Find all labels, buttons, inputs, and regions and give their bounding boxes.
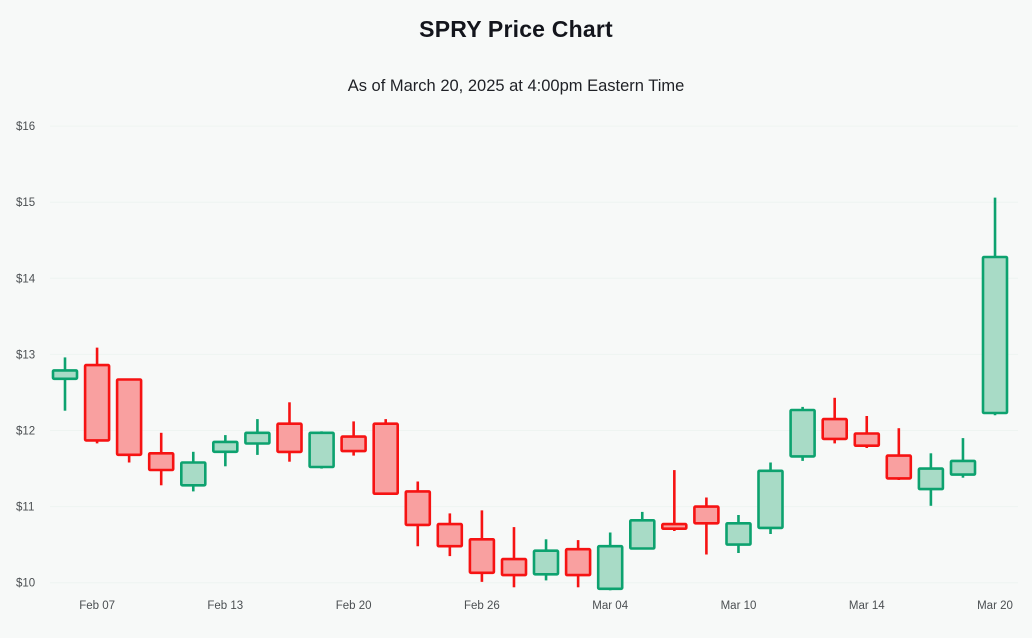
candle-mar-04 — [596, 532, 624, 591]
candle-body — [404, 490, 432, 527]
candle-feb-24 — [404, 481, 432, 547]
candle-feb-07 — [83, 347, 111, 444]
x-axis-label: Feb 07 — [79, 600, 115, 612]
y-axis-label: $15 — [16, 197, 35, 209]
candle-body — [468, 537, 496, 575]
page-title: SPRY Price Chart — [419, 16, 613, 42]
candle-feb-26 — [468, 510, 496, 582]
candle-mar-05 — [628, 511, 656, 550]
x-axis-label: Mar 14 — [849, 600, 885, 612]
y-axis-label: $11 — [16, 502, 34, 514]
candle-mar-18 — [917, 453, 945, 506]
candle-body — [693, 505, 720, 525]
candle-body — [853, 432, 881, 447]
candle-feb-12 — [180, 451, 207, 492]
candle-feb-27 — [500, 527, 528, 588]
candle-mar-20 — [981, 197, 1009, 416]
candle-body — [532, 549, 560, 576]
x-axis-label: Feb 26 — [464, 600, 500, 612]
candle-mar-07 — [693, 497, 720, 555]
y-axis-label: $14 — [16, 273, 36, 285]
candle-body — [244, 431, 271, 445]
candle-body — [660, 522, 688, 530]
candle-body — [212, 440, 239, 454]
candle-feb-14 — [244, 419, 271, 455]
candle-feb-11 — [147, 432, 175, 486]
candle-body — [51, 369, 79, 381]
x-axis-label: Mar 10 — [721, 600, 757, 612]
candle-body — [115, 378, 143, 457]
candle-body — [500, 557, 528, 577]
candle-mar-06 — [660, 470, 688, 531]
x-axis-label: Mar 20 — [977, 600, 1013, 612]
candle-feb-13 — [212, 435, 239, 467]
candle-mar-11 — [757, 462, 784, 534]
y-axis-label: $13 — [16, 349, 35, 361]
candle-body — [340, 435, 367, 453]
candle-feb-28 — [532, 539, 560, 581]
candle-body — [725, 521, 752, 546]
candle-body — [308, 431, 335, 469]
candle-feb-20 — [340, 421, 367, 456]
candle-feb-10 — [115, 378, 143, 463]
page-subtitle: As of March 20, 2025 at 4:00pm Eastern T… — [347, 77, 685, 95]
candle-body — [917, 467, 945, 491]
candle-body — [821, 417, 849, 441]
candle-body — [372, 422, 400, 496]
candle-mar-14 — [853, 416, 881, 448]
candle-feb-25 — [436, 513, 464, 557]
candle-mar-17 — [885, 428, 913, 480]
candle-body — [949, 459, 977, 476]
candle-body — [436, 522, 464, 548]
candle-feb-18 — [276, 402, 303, 462]
candle-feb-21 — [372, 419, 400, 496]
y-axis-label: $10 — [16, 578, 35, 590]
candle-body — [83, 363, 111, 442]
candle-body — [564, 547, 592, 577]
candle-body — [180, 461, 207, 487]
candle-mar-13 — [821, 397, 849, 444]
candle-body — [147, 451, 175, 472]
candle-mar-12 — [789, 406, 816, 461]
y-axis-label: $12 — [16, 426, 35, 438]
candle-body — [596, 544, 624, 591]
candle-feb-19 — [308, 431, 335, 469]
candle-body — [628, 518, 656, 550]
candle-mar-19 — [949, 438, 977, 478]
x-axis-label: Feb 13 — [207, 600, 243, 612]
candle-mar-03 — [564, 540, 592, 588]
candle-body — [981, 255, 1009, 415]
candle-feb-06 — [51, 357, 79, 411]
candle-body — [885, 454, 913, 480]
candle-mar-10 — [725, 515, 752, 553]
x-axis-label: Mar 04 — [592, 600, 628, 612]
candle-body — [757, 469, 784, 530]
candle-body — [789, 408, 816, 458]
y-axis-label: $16 — [16, 121, 35, 133]
x-axis-label: Feb 20 — [336, 600, 372, 612]
candle-body — [276, 422, 303, 454]
